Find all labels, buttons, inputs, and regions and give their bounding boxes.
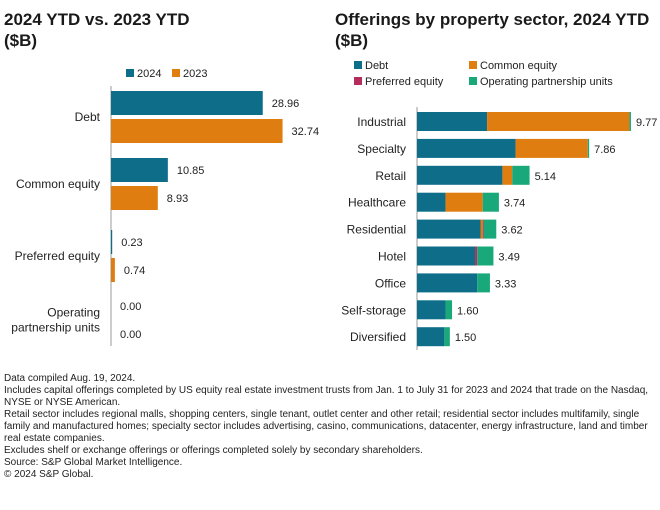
category-label-operating-partnership-units: partnership units xyxy=(11,321,100,335)
bar-residential-common-equity xyxy=(480,219,483,239)
total-label-residential: 3.62 xyxy=(501,225,522,237)
bar-specialty-operating-partnership-units xyxy=(587,138,590,158)
sector-label-office: Office xyxy=(375,276,406,290)
bar-healthcare-operating-partnership-units xyxy=(482,192,499,212)
legend-swatch-preferred-equity xyxy=(354,77,362,85)
bar-diversified-operating-partnership-units xyxy=(444,327,450,347)
total-label-specialty: 7.86 xyxy=(594,144,615,156)
bar-healthcare-debt xyxy=(417,192,446,212)
sector-label-retail: Retail xyxy=(375,169,406,183)
legend-label-operating-partnership-units: Operating partnership units xyxy=(480,76,613,88)
bar-2024-0 xyxy=(111,91,263,115)
total-label-diversified: 1.50 xyxy=(455,332,476,344)
sector-label-healthcare: Healthcare xyxy=(348,196,406,210)
total-label-hotel: 3.49 xyxy=(498,252,519,264)
bar-hotel-preferred-equity xyxy=(475,246,478,266)
bar-healthcare-common-equity xyxy=(445,192,483,212)
footnote-data-compiled: Data compiled Aug. 19, 2024. xyxy=(4,373,136,384)
legend-label-2024: 2024 xyxy=(137,68,161,80)
total-label-office: 3.33 xyxy=(495,278,516,290)
bar-retail-operating-partnership-units xyxy=(512,165,530,185)
left-chart-title-unit: ($B) xyxy=(4,31,37,50)
legend-swatch-common-equity xyxy=(469,61,477,69)
bar-hotel-operating-partnership-units xyxy=(477,246,494,266)
total-label-retail: 5.14 xyxy=(535,171,556,183)
sector-label-industrial: Industrial xyxy=(357,115,406,129)
bar-office-operating-partnership-units xyxy=(477,273,490,293)
total-label-healthcare: 3.74 xyxy=(504,198,525,210)
bar-hotel-debt xyxy=(417,246,476,266)
bar-2023-1 xyxy=(111,186,158,210)
data-label-2024-3: 0.00 xyxy=(120,301,141,313)
bar-industrial-operating-partnership-units xyxy=(629,112,631,131)
right-chart-title-unit: ($B) xyxy=(335,31,368,50)
bar-industrial-debt xyxy=(417,112,488,131)
bar-self-storage-debt xyxy=(417,300,446,320)
footnote-source: Source: S&P Global Market Intelligence. xyxy=(4,457,183,468)
sector-label-diversified: Diversified xyxy=(350,330,406,344)
bar-residential-debt xyxy=(417,219,481,239)
footnote-scope: Includes capital offerings completed by … xyxy=(4,385,649,408)
right-chart-title: Offerings by property sector, 2024 YTD xyxy=(335,10,649,29)
category-label-debt: Debt xyxy=(75,110,101,124)
bar-retail-debt xyxy=(417,165,503,185)
category-label-common-equity: Common equity xyxy=(16,177,100,191)
legend-swatch-2023 xyxy=(172,69,180,77)
bar-office-debt xyxy=(417,273,478,293)
sector-label-self-storage: Self-storage xyxy=(341,303,406,317)
category-label-preferred-equity: Preferred equity xyxy=(15,249,100,263)
legend-label-preferred-equity: Preferred equity xyxy=(365,76,444,88)
bar-2024-1 xyxy=(111,158,168,182)
legend-label-common-equity: Common equity xyxy=(480,60,558,72)
bar-residential-preferred-equity xyxy=(482,219,484,239)
total-label-industrial: 9.77 xyxy=(636,117,657,129)
bar-2024-2 xyxy=(111,230,113,254)
legend-swatch-2024 xyxy=(126,69,134,77)
data-label-2023-1: 8.93 xyxy=(167,193,188,205)
data-label-2024-1: 10.85 xyxy=(177,165,205,177)
sector-label-specialty: Specialty xyxy=(357,142,406,156)
footnote-copyright: © 2024 S&P Global. xyxy=(4,469,94,480)
chart-canvas: 2024 YTD vs. 2023 YTD ($B) 2024 2023 Debt 28.… xyxy=(4,10,657,350)
sector-label-residential: Residential xyxy=(347,223,406,237)
legend-label-2023: 2023 xyxy=(183,68,207,80)
total-label-self-storage: 1.60 xyxy=(457,305,478,317)
sector-label-hotel: Hotel xyxy=(378,250,406,264)
footnotes: Data compiled Aug. 19, 2024. Includes ca… xyxy=(4,373,654,481)
bar-retail-common-equity xyxy=(502,165,513,185)
bar-residential-operating-partnership-units xyxy=(483,219,497,239)
bar-self-storage-operating-partnership-units xyxy=(445,300,453,320)
bar-specialty-common-equity xyxy=(515,138,588,158)
data-label-2024-0: 28.96 xyxy=(272,98,300,110)
data-label-2023-3: 0.00 xyxy=(120,329,141,341)
legend-swatch-operating-partnership-units xyxy=(469,77,477,85)
left-chart-title: 2024 YTD vs. 2023 YTD xyxy=(4,10,190,29)
footnote-exclusions: Excludes shelf or exchange offerings or … xyxy=(4,445,423,456)
footnote-sector-definitions: Retail sector includes regional malls, s… xyxy=(4,409,648,444)
legend-swatch-debt xyxy=(354,61,362,69)
bar-industrial-common-equity xyxy=(487,112,630,131)
bar-specialty-debt xyxy=(417,138,516,158)
category-label-operating-partnership-units: Operating xyxy=(47,306,100,320)
bar-2023-2 xyxy=(111,258,115,282)
data-label-2023-2: 0.74 xyxy=(124,265,145,277)
data-label-2024-2: 0.23 xyxy=(121,237,142,249)
bar-diversified-debt xyxy=(417,327,445,347)
legend-label-debt: Debt xyxy=(365,60,388,72)
data-label-2023-0: 32.74 xyxy=(292,126,320,138)
bar-2023-0 xyxy=(111,119,283,143)
